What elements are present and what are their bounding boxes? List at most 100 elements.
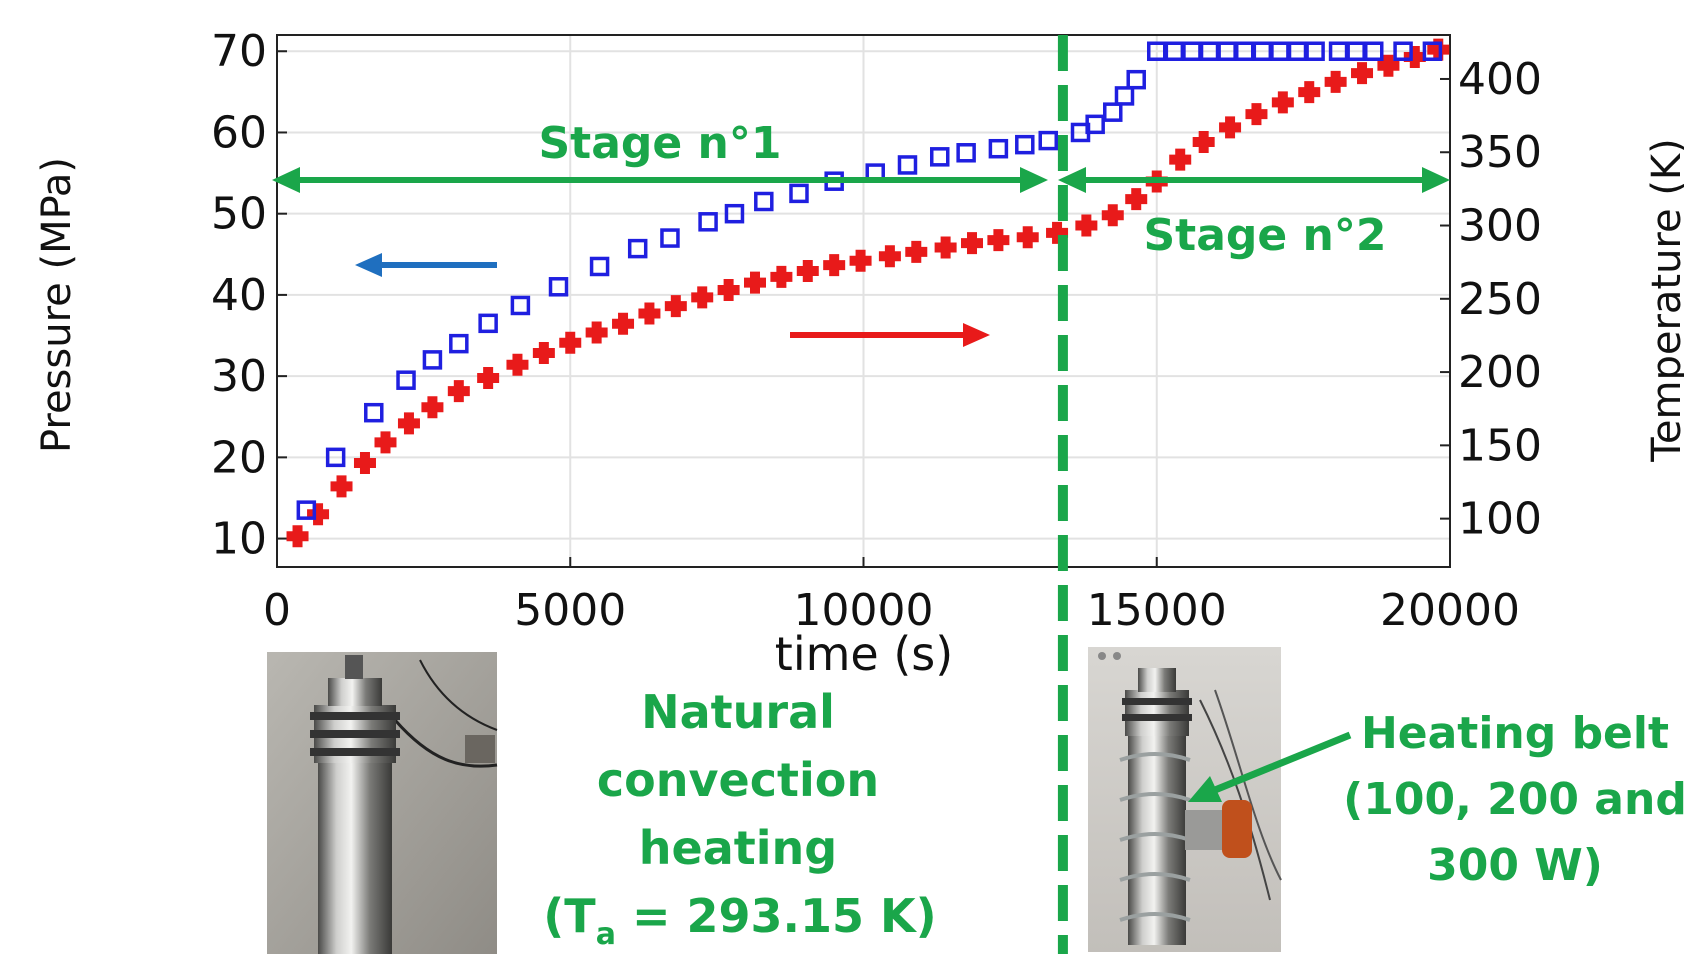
x-tick-label-2: 10000 bbox=[794, 585, 934, 636]
temperature-point-43 bbox=[1403, 45, 1426, 68]
temperature-point-38 bbox=[1271, 91, 1294, 114]
pressure-point-20 bbox=[956, 143, 976, 163]
stage1-span-arrow bbox=[272, 167, 1048, 193]
natural-convection-text: Natural convection heating (Ta = 293.15 … bbox=[543, 685, 936, 952]
pressure-point-26 bbox=[1103, 102, 1123, 122]
right-tick-label-2: 200 bbox=[1458, 347, 1542, 398]
belt-line-2: (100, 200 and bbox=[1343, 774, 1684, 825]
temperature-point-15 bbox=[664, 295, 687, 318]
temperature-point-11 bbox=[559, 331, 582, 354]
pressure-point-6 bbox=[478, 313, 498, 334]
temperature-point-41 bbox=[1351, 62, 1374, 85]
pressure-point-23 bbox=[1038, 130, 1058, 151]
pressure-point-2 bbox=[364, 402, 384, 423]
pressure-point-13 bbox=[724, 203, 745, 224]
pressure-point-11 bbox=[660, 228, 680, 248]
right-tick-label-4: 300 bbox=[1458, 201, 1542, 252]
right-tick-label-1: 150 bbox=[1458, 420, 1542, 471]
ta-subscript: a bbox=[596, 917, 616, 952]
stage1-label: Stage n°1 bbox=[538, 118, 781, 169]
temperature-point-12 bbox=[585, 321, 608, 344]
pressure-series bbox=[296, 41, 1443, 520]
temperature-point-2 bbox=[330, 475, 353, 498]
pressure-point-1 bbox=[325, 447, 346, 468]
ta-prefix: (T bbox=[543, 889, 596, 943]
grid bbox=[276, 35, 1451, 567]
x-axis-title: time (s) bbox=[775, 627, 953, 681]
temperature-point-8 bbox=[477, 366, 500, 389]
temperature-point-18 bbox=[743, 271, 766, 294]
temperature-point-32 bbox=[1125, 188, 1148, 211]
pressure-point-41 bbox=[1364, 41, 1384, 61]
natural-line-3: heating bbox=[639, 821, 837, 875]
temperature-point-39 bbox=[1298, 81, 1321, 104]
temperature-point-7 bbox=[447, 380, 470, 403]
heating-belt-text: Heating belt (100, 200 and 300 W) bbox=[1343, 708, 1684, 891]
temperature-point-9 bbox=[506, 353, 529, 376]
right-axis-title: Temperature (K) bbox=[1644, 138, 1684, 463]
temperature-point-3 bbox=[353, 451, 376, 474]
temperature-point-4 bbox=[374, 431, 397, 454]
pressure-point-7 bbox=[510, 295, 531, 316]
pressure-point-27 bbox=[1114, 86, 1135, 106]
temperature-point-1 bbox=[307, 503, 330, 526]
pressure-point-21 bbox=[988, 138, 1009, 159]
right-tick-label-0: 100 bbox=[1458, 494, 1542, 545]
pressure-point-3 bbox=[396, 370, 416, 390]
stage2-span-arrow bbox=[1058, 167, 1450, 193]
pressure-point-28 bbox=[1126, 69, 1146, 90]
temperature-point-21 bbox=[823, 254, 846, 277]
temperature-point-29 bbox=[1046, 221, 1069, 244]
photo-natural-convection bbox=[267, 652, 498, 954]
left-tick-label-2: 30 bbox=[211, 351, 267, 402]
temperature-point-14 bbox=[638, 302, 661, 325]
temperature-point-35 bbox=[1192, 130, 1215, 153]
temperature-point-19 bbox=[770, 265, 793, 288]
temperature-point-5 bbox=[397, 412, 420, 435]
x-tick-label-4: 20000 bbox=[1380, 585, 1520, 636]
pressure-point-25 bbox=[1085, 114, 1105, 135]
temperature-point-40 bbox=[1324, 70, 1347, 93]
temperature-point-6 bbox=[421, 396, 444, 419]
left-tick-label-5: 60 bbox=[211, 107, 267, 158]
temperature-point-37 bbox=[1245, 103, 1268, 126]
ta-suffix: = 293.15 K) bbox=[616, 889, 937, 943]
left-axis-title: Pressure (MPa) bbox=[34, 157, 80, 453]
temperature-point-20 bbox=[796, 259, 819, 282]
right-tick-labels: 100 150 200 250 300 350 400 bbox=[1440, 54, 1542, 545]
left-tick-label-0: 10 bbox=[211, 514, 267, 565]
right-tick-label-3: 250 bbox=[1458, 274, 1542, 325]
temperature-point-36 bbox=[1219, 116, 1242, 139]
right-tick-label-6: 400 bbox=[1458, 54, 1542, 105]
temperature-point-16 bbox=[691, 286, 714, 309]
ambient-temperature-label: (Ta = 293.15 K) bbox=[543, 889, 936, 952]
pressure-point-12 bbox=[698, 212, 718, 232]
pressure-point-15 bbox=[789, 183, 809, 204]
belt-line-1: Heating belt bbox=[1361, 708, 1669, 759]
temperature-point-27 bbox=[987, 229, 1010, 252]
temperature-point-24 bbox=[905, 240, 928, 263]
left-tick-label-1: 20 bbox=[211, 432, 267, 483]
left-tick-labels: 10 20 30 40 50 60 70 bbox=[211, 26, 287, 565]
pressure-point-19 bbox=[929, 147, 950, 167]
pressure-point-14 bbox=[754, 191, 774, 212]
temperature-point-44 bbox=[1427, 38, 1450, 61]
x-tick-label-0: 0 bbox=[263, 585, 291, 636]
temperature-point-42 bbox=[1377, 54, 1400, 77]
pressure-point-22 bbox=[1015, 134, 1035, 155]
pressure-point-9 bbox=[589, 256, 610, 277]
pressure-point-42 bbox=[1393, 41, 1413, 61]
temperature-point-28 bbox=[1016, 226, 1039, 249]
temperature-point-25 bbox=[934, 236, 957, 259]
belt-line-3: 300 W) bbox=[1427, 840, 1603, 891]
left-tick-label-3: 40 bbox=[211, 270, 267, 321]
photo-heating-belt bbox=[1088, 647, 1282, 952]
natural-line-2: convection bbox=[597, 753, 879, 807]
temperature-point-10 bbox=[532, 342, 555, 365]
temperature-point-22 bbox=[849, 249, 872, 272]
pressure-point-43 bbox=[1422, 41, 1443, 61]
right-axis-arrow bbox=[790, 323, 990, 347]
natural-line-1: Natural bbox=[641, 685, 835, 739]
temperature-point-13 bbox=[612, 312, 635, 335]
